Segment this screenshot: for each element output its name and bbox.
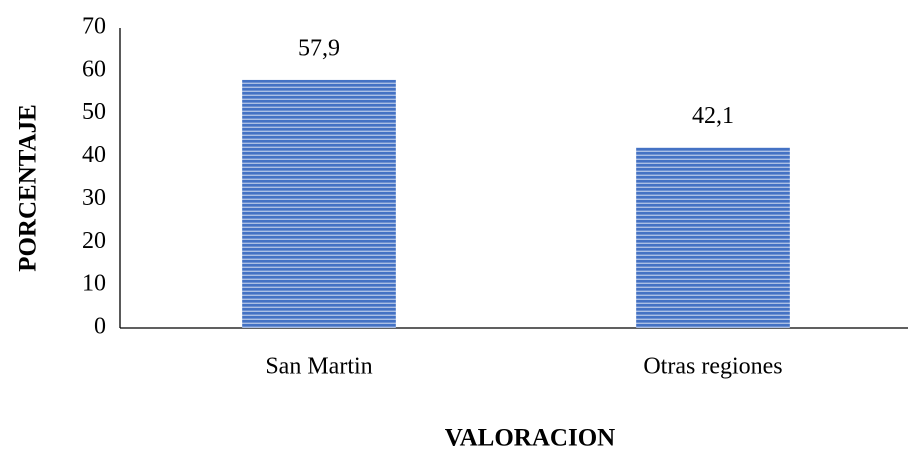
y-tick-label: 40 bbox=[82, 142, 106, 168]
x-tick-label: Otras regiones bbox=[643, 354, 782, 380]
bar bbox=[242, 79, 396, 328]
y-tick-label: 60 bbox=[82, 56, 106, 82]
bar bbox=[636, 147, 790, 328]
y-axis-title: PORCENTAJE bbox=[15, 104, 42, 272]
y-tick-label: 20 bbox=[82, 228, 106, 254]
x-tick-label: San Martin bbox=[265, 354, 372, 380]
x-axis-title: VALORACION bbox=[445, 425, 615, 450]
y-tick-label: 0 bbox=[94, 314, 106, 340]
y-tick-label: 50 bbox=[82, 99, 106, 125]
data-label: 57,9 bbox=[298, 35, 340, 61]
data-label: 42,1 bbox=[692, 103, 734, 129]
y-tick-label: 30 bbox=[82, 185, 106, 211]
y-tick-label: 10 bbox=[82, 271, 106, 297]
y-tick-label: 70 bbox=[82, 14, 106, 40]
